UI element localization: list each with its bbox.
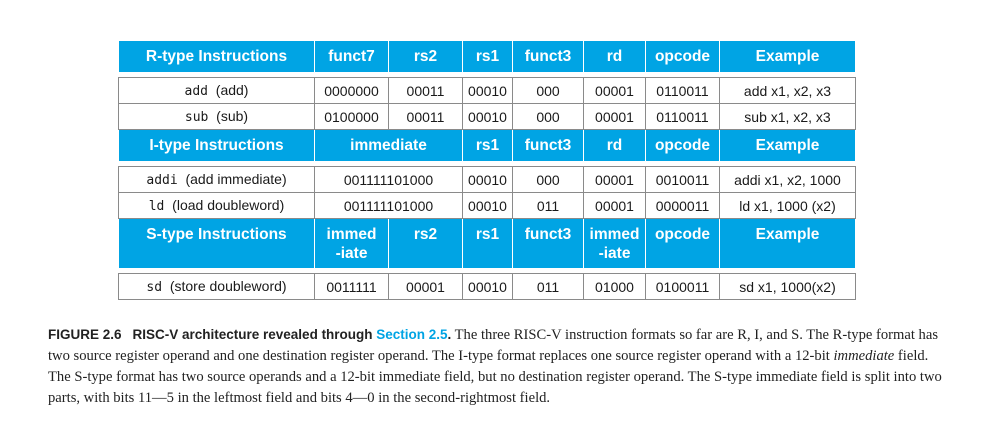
i-header-immediate: immediate — [314, 129, 463, 162]
cell: 01000 — [583, 273, 646, 300]
i-header-example: Example — [719, 129, 856, 162]
section-reference-link[interactable]: Section 2.5 — [376, 327, 448, 342]
instruction-name: ld (load doubleword) — [118, 192, 315, 219]
figure-title: RISC-V architecture revealed through — [132, 327, 373, 342]
caption-emphasis: immediate — [833, 348, 895, 364]
cell: 0100011 — [645, 273, 720, 300]
figure-label: FIGURE 2.6 — [48, 327, 122, 342]
r-header-funct7: funct7 — [314, 40, 389, 73]
cell: 00001 — [388, 273, 463, 300]
i-header-rd: rd — [583, 129, 646, 162]
caption-text-2: field. The S-type format has two source … — [48, 348, 942, 406]
cell: 000 — [512, 166, 584, 193]
table-row: add (add) 0000000 00011 00010 000 00001 … — [118, 77, 856, 104]
cell: 011 — [512, 273, 584, 300]
cell: ld x1, 1000 (x2) — [719, 192, 856, 219]
cell: 011 — [512, 192, 584, 219]
s-header-immediate-high: immed -iate — [314, 218, 389, 269]
caption-text: The three RISC-V instruction formats so … — [48, 327, 939, 364]
cell: 0000000 — [314, 77, 389, 104]
instruction-format-table: R-type Instructions funct7 rs2 rs1 funct… — [118, 40, 856, 300]
i-header-rs1: rs1 — [462, 129, 513, 162]
r-header-funct3: funct3 — [512, 40, 584, 73]
cell: 0110011 — [645, 103, 720, 130]
cell: 00001 — [583, 166, 646, 193]
cell: sd x1, 1000(x2) — [719, 273, 856, 300]
table-row: sd (store doubleword) 0011111 00001 0001… — [118, 273, 856, 300]
r-header-rs1: rs1 — [462, 40, 513, 73]
cell: 000 — [512, 103, 584, 130]
cell: 001111101000 — [314, 192, 463, 219]
cell: 00001 — [583, 77, 646, 104]
i-type-header-row: I-type Instructions immediate rs1 funct3… — [118, 129, 856, 162]
instruction-name: sub (sub) — [118, 103, 315, 130]
figure-caption: FIGURE 2.6 RISC-V architecture revealed … — [48, 327, 942, 406]
cell: add x1, x2, x3 — [719, 77, 856, 104]
instruction-name: add (add) — [118, 77, 315, 104]
i-header-opcode: opcode — [645, 129, 720, 162]
s-header-example: Example — [719, 218, 856, 269]
s-header-rs1: rs1 — [462, 218, 513, 269]
i-header-funct3: funct3 — [512, 129, 584, 162]
cell: 0110011 — [645, 77, 720, 104]
s-header-rs2: rs2 — [388, 218, 463, 269]
s-header-immediate-low: immed -iate — [583, 218, 646, 269]
cell: sub x1, x2, x3 — [719, 103, 856, 130]
cell: 00010 — [462, 103, 513, 130]
cell: 0010011 — [645, 166, 720, 193]
table-row: sub (sub) 0100000 00011 00010 000 00001 … — [118, 103, 856, 130]
cell: 001111101000 — [314, 166, 463, 193]
cell: 00001 — [583, 192, 646, 219]
cell: 00010 — [462, 192, 513, 219]
r-type-title: R-type Instructions — [118, 40, 315, 73]
cell: 00010 — [462, 166, 513, 193]
i-type-title: I-type Instructions — [118, 129, 315, 162]
table-row: ld (load doubleword) 001111101000 00010 … — [118, 192, 856, 219]
cell: 00010 — [462, 273, 513, 300]
s-type-header-row: S-type Instructions immed -iate rs2 rs1 f… — [118, 218, 856, 269]
r-type-header-row: R-type Instructions funct7 rs2 rs1 funct… — [118, 40, 856, 73]
cell: 00011 — [388, 103, 463, 130]
cell: 00010 — [462, 77, 513, 104]
cell: 000 — [512, 77, 584, 104]
r-header-example: Example — [719, 40, 856, 73]
cell: 0100000 — [314, 103, 389, 130]
s-header-opcode: opcode — [645, 218, 720, 269]
r-header-rd: rd — [583, 40, 646, 73]
r-header-opcode: opcode — [645, 40, 720, 73]
cell: addi x1, x2, 1000 — [719, 166, 856, 193]
r-header-rs2: rs2 — [388, 40, 463, 73]
cell: 0000011 — [645, 192, 720, 219]
table-row: addi (add immediate) 001111101000 00010 … — [118, 166, 856, 193]
instruction-name: sd (store doubleword) — [118, 273, 315, 300]
cell: 00011 — [388, 77, 463, 104]
s-header-funct3: funct3 — [512, 218, 584, 269]
cell: 0011111 — [314, 273, 389, 300]
s-type-title: S-type Instructions — [118, 218, 315, 269]
instruction-name: addi (add immediate) — [118, 166, 315, 193]
cell: 00001 — [583, 103, 646, 130]
